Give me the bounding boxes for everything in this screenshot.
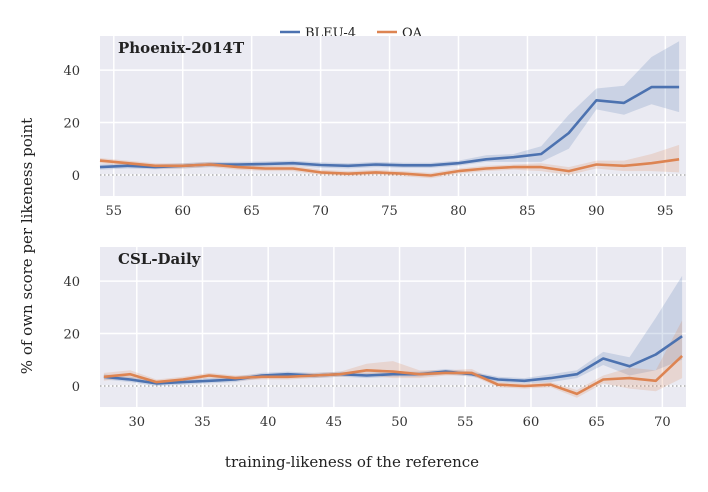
x-axis-label: training-likeness of the reference bbox=[225, 453, 479, 471]
x-tick-label: 55 bbox=[457, 415, 474, 430]
y-tick-label: 20 bbox=[63, 328, 80, 343]
y-tick-label: 20 bbox=[63, 117, 80, 132]
line-bleu-4 bbox=[103, 335, 683, 385]
x-tick-label: 60 bbox=[174, 204, 191, 219]
x-tick-label: 95 bbox=[657, 204, 674, 219]
series-lines bbox=[99, 85, 680, 177]
panel-title-phoenix: Phoenix-2014T bbox=[118, 39, 245, 57]
series-lines bbox=[103, 335, 683, 396]
y-tick-label: 0 bbox=[72, 169, 80, 184]
line-qa bbox=[103, 354, 683, 396]
y-axis-label: % of own score per likeness point bbox=[18, 118, 36, 374]
x-tick-label: 85 bbox=[519, 204, 536, 219]
x-tick-label: 65 bbox=[243, 204, 260, 219]
x-tick-label: 65 bbox=[588, 415, 605, 430]
x-tick-label: 45 bbox=[326, 415, 343, 430]
line-qa bbox=[99, 158, 680, 177]
band-qa bbox=[100, 144, 680, 179]
x-tick-label: 90 bbox=[588, 204, 605, 219]
y-tick-label: 40 bbox=[63, 64, 80, 79]
x-tick-label: 55 bbox=[106, 204, 123, 219]
y-tick-labels: 0 20 40 bbox=[63, 275, 80, 395]
x-tick-labels: 55 60 65 70 75 80 85 90 95 bbox=[106, 204, 674, 219]
x-tick-label: 50 bbox=[391, 415, 408, 430]
x-tick-label: 80 bbox=[450, 204, 467, 219]
panel-title-csl-daily: CSL-Daily bbox=[118, 250, 202, 268]
y-tick-labels: 0 20 40 bbox=[63, 64, 80, 184]
x-tick-label: 35 bbox=[194, 415, 211, 430]
x-tick-label: 70 bbox=[654, 415, 671, 430]
confidence-bands bbox=[100, 41, 680, 179]
panel-csl-daily: 30 35 40 45 50 55 60 65 70 0 20 40 CSL-Daily bbox=[63, 247, 686, 430]
y-tick-label: 0 bbox=[72, 380, 80, 395]
x-tick-label: 70 bbox=[312, 204, 329, 219]
y-tick-label: 40 bbox=[63, 275, 80, 290]
x-tick-label: 40 bbox=[260, 415, 277, 430]
panel-background bbox=[100, 36, 686, 196]
x-tick-labels: 30 35 40 45 50 55 60 65 70 bbox=[129, 415, 671, 430]
x-tick-label: 75 bbox=[381, 204, 398, 219]
panel-phoenix: 55 60 65 70 75 80 85 90 95 0 20 40 Phoenix-2014T bbox=[63, 36, 686, 219]
x-tick-label: 60 bbox=[523, 415, 540, 430]
x-tick-label: 30 bbox=[129, 415, 146, 430]
